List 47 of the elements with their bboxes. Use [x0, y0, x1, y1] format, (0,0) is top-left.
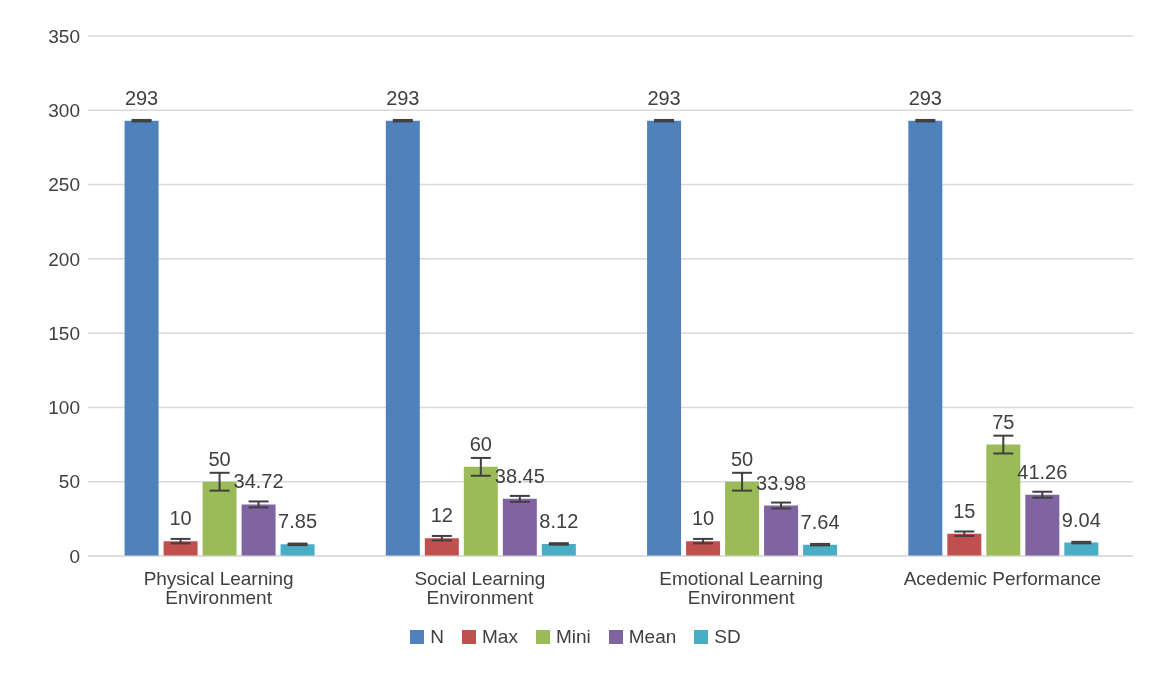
legend-label: Mean: [628, 626, 677, 648]
y-tick-label: 200: [48, 248, 80, 270]
bar: [764, 505, 799, 556]
data-label: 50: [208, 447, 231, 470]
data-label: 15: [953, 499, 976, 522]
bar: [686, 541, 721, 556]
data-label: 60: [469, 432, 492, 455]
data-label: 34.72: [233, 470, 284, 493]
data-label: 8.12: [539, 509, 579, 532]
data-label: 293: [647, 86, 681, 109]
data-label: 7.64: [800, 510, 840, 533]
x-tick-label: Acedemic Performance: [903, 568, 1102, 590]
y-tick-label: 150: [48, 322, 80, 344]
y-tick-label: 350: [48, 25, 80, 47]
bar: [163, 541, 198, 556]
legend-label: SD: [714, 626, 741, 648]
y-tick-label: 100: [48, 397, 80, 419]
bar: [124, 120, 159, 556]
data-label: 9.04: [1061, 508, 1101, 531]
y-tick-label: 300: [48, 100, 80, 122]
y-tick-label: 0: [69, 545, 80, 567]
data-label: 75: [992, 410, 1015, 433]
bar: [947, 533, 982, 556]
bar: [385, 120, 420, 556]
data-label: 50: [730, 447, 754, 470]
bar: [241, 504, 276, 556]
data-label: 7.85: [278, 510, 318, 533]
data-label: 12: [430, 504, 453, 527]
bar: [1025, 494, 1060, 556]
data-label: 293: [124, 86, 159, 109]
x-tick-label: Physical Learning Environment: [143, 568, 294, 609]
data-label: 293: [386, 86, 420, 109]
y-tick-label: 50: [58, 471, 80, 493]
bar: [647, 120, 682, 556]
bar: [908, 120, 943, 556]
x-tick-label: Emotional Learning Environment: [659, 568, 823, 609]
bar: [424, 538, 459, 556]
x-tick-label: Social Learning Environment: [414, 568, 546, 609]
data-label: 10: [169, 507, 192, 530]
data-label: 10: [691, 507, 715, 530]
bar: [502, 498, 537, 556]
data-label: 33.98: [756, 471, 807, 494]
legend-label: Max: [482, 626, 518, 648]
y-tick-label: 250: [48, 174, 80, 196]
data-label: 293: [908, 86, 943, 109]
legend-label: Mini: [555, 626, 591, 648]
legend-label: N: [430, 626, 445, 648]
